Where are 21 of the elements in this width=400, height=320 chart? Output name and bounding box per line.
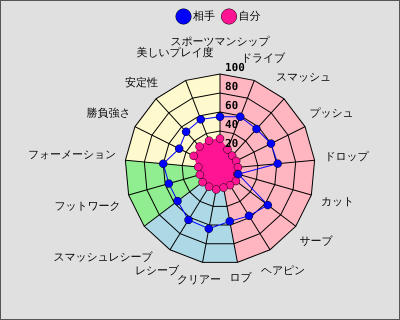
spoke-label: フォーメーション [28, 148, 116, 162]
spoke-label: ロブ [229, 270, 252, 284]
spoke-label: スポーツマンシップ [170, 34, 270, 48]
spoke-label: レシーブ [134, 264, 180, 277]
spoke-label: スマッシュ [276, 70, 331, 84]
spoke-label: ヘアピン [261, 264, 306, 277]
y-tick-label: 60 [225, 98, 238, 112]
spoke-label: カット [320, 195, 354, 208]
legend-label: 自分 [238, 9, 260, 22]
spoke-label: フットワーク [54, 200, 120, 213]
spoke-label: ドロップ [324, 150, 370, 164]
y-tick-label: 80 [225, 80, 238, 93]
spoke-label: クリアー [177, 272, 222, 286]
spoke-label: プッシュ [310, 106, 354, 120]
spoke-label: サーブ [300, 234, 334, 248]
spoke-label: 安定性 [125, 76, 158, 90]
spoke-label: 勝負強さ [86, 106, 130, 120]
legend-label: 相手 [193, 9, 215, 22]
spoke-label: 美しいプレイ度 [136, 46, 214, 59]
y-tick-label: 40 [225, 118, 238, 131]
spoke-label: スマッシュレシーブ [53, 250, 154, 264]
